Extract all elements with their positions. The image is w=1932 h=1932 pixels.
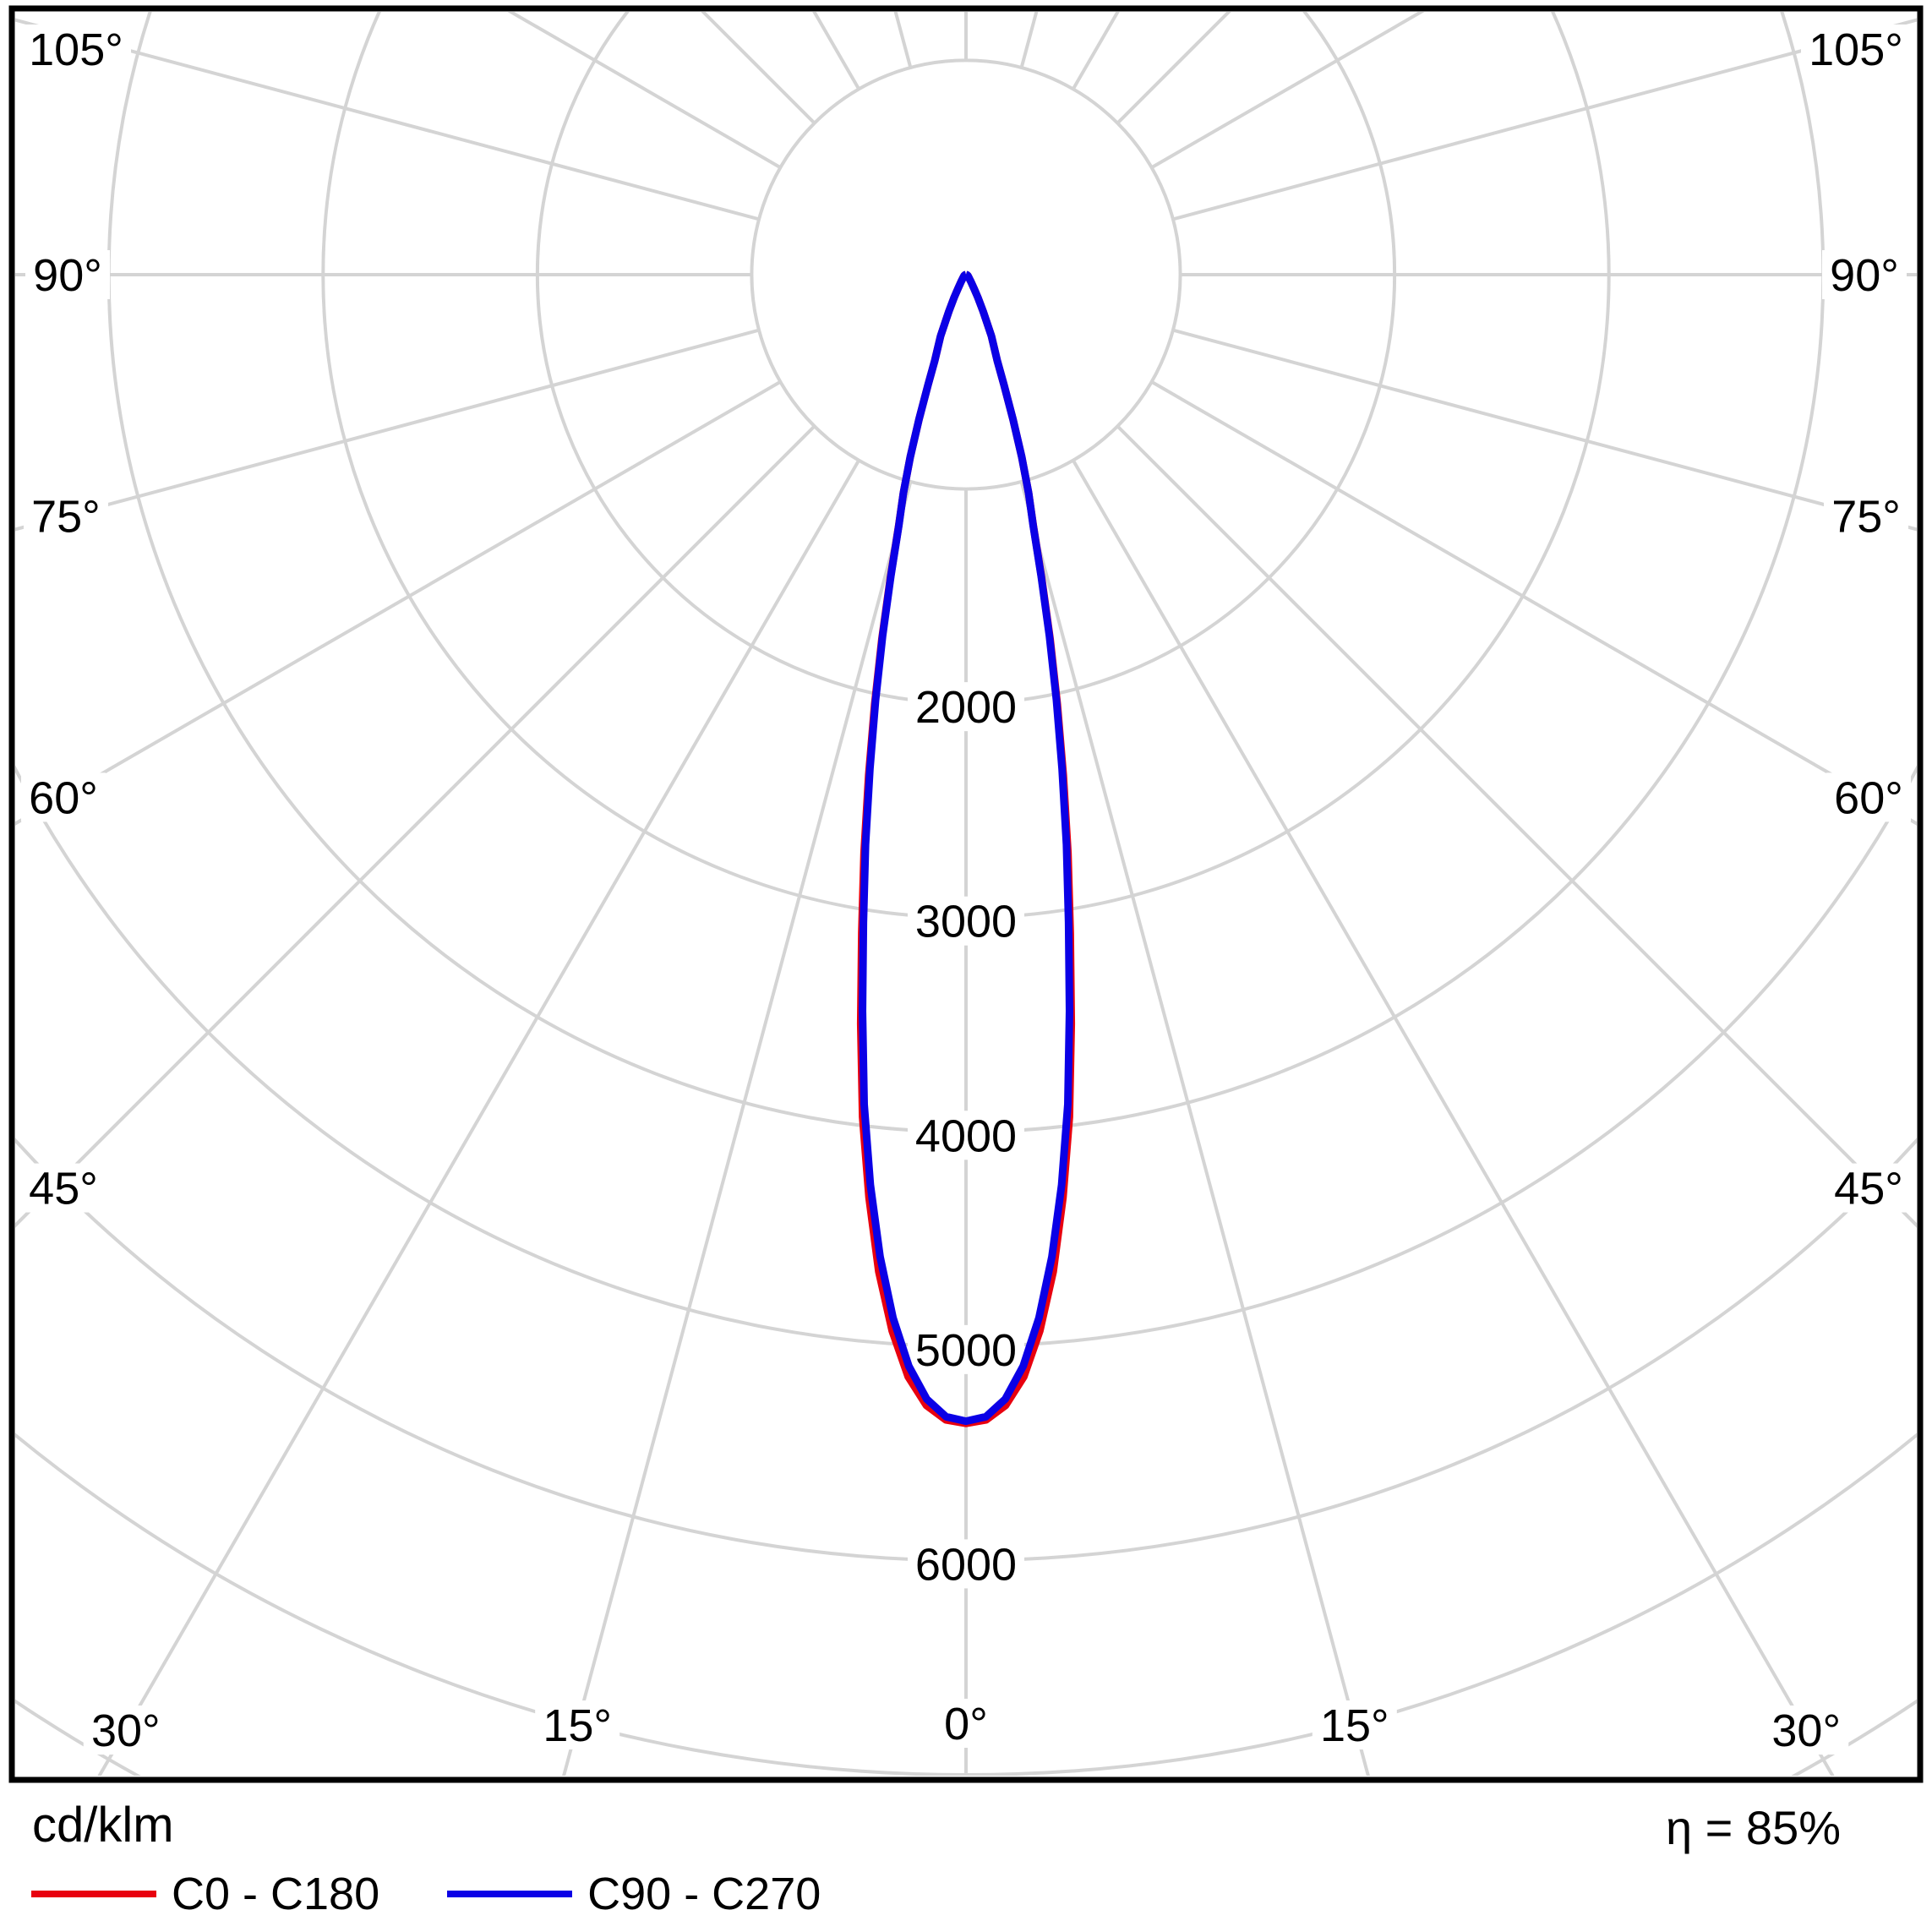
angle-gridline [97,459,860,1776]
angle-label-mask [936,1699,996,1748]
angle-label: 105° [29,25,123,75]
angle-label: 30° [91,1706,161,1756]
angle-label-mask [23,491,108,541]
angle-label: 75° [31,491,101,542]
angle-label-mask [1824,491,1909,541]
angle-label: 60° [1834,772,1903,823]
angle-label: 15° [1320,1700,1389,1751]
ring-label: 3000 [915,897,1017,947]
angle-gridline [1019,481,1370,1776]
legend-line-c90-c270 [447,1891,573,1897]
angle-label-mask [83,1706,168,1755]
legend-line-c0-c180 [31,1891,156,1897]
ring-label: 4000 [915,1111,1017,1161]
angle-label: 0° [944,1699,988,1749]
angle-label: 15° [543,1700,612,1751]
units-label: cd/klm [32,1798,174,1853]
angle-label-mask [1822,250,1907,299]
plot-border [8,5,1924,1783]
angle-gridline [1116,424,1917,1228]
ring-label: 5000 [915,1325,1017,1376]
angle-label-mask [21,25,131,74]
angle-label: 45° [29,1164,98,1214]
ring-label-mask [908,682,1024,732]
angle-label: 90° [1830,250,1899,301]
efficiency-label: η = 85% [1665,1801,1841,1854]
angle-gridline [562,481,913,1776]
angle-label-mask [1801,25,1911,74]
legend: C0 - C180 C90 - C270 [31,1868,821,1920]
angle-gridline [1172,328,1917,532]
angle-label: 30° [1771,1706,1841,1756]
angle-label: 90° [33,250,102,301]
ring-label-mask [908,896,1024,946]
angle-label-mask [1826,772,1911,822]
ring-label-mask [908,1111,1024,1160]
curve-c90-c270 [859,270,1073,1426]
ring-label: 6000 [915,1539,1017,1590]
angle-label-mask [21,772,106,822]
angle-label: 75° [1831,491,1901,542]
angle-gridline [1072,459,1835,1776]
angle-gridline [15,328,760,532]
angle-gridline [15,424,816,1228]
intensity-curves [856,270,1076,1427]
angle-gridline [1150,380,1917,826]
angle-gridline [1150,12,1425,169]
angle-gridline [1172,18,1917,221]
angle-gridline [15,380,782,826]
ring-label-mask [908,1539,1024,1589]
ring-label: 2000 [915,682,1017,733]
angle-gridline [507,12,782,169]
angle-label-mask [25,250,110,299]
ring-label-mask [908,1324,1024,1374]
angle-label-mask [535,1700,620,1750]
angle-gridline [15,18,760,221]
angle-label: 105° [1809,25,1903,75]
legend-label-c90-c270: C90 - C270 [587,1869,821,1919]
angle-label: 45° [1834,1164,1903,1214]
angle-label: 60° [29,772,98,823]
angle-label-mask [1764,1706,1849,1755]
axis-labels: 2000 3000 4000 5000 6000 0° 15° 15° 30° 30° 45° 45°… [21,25,1911,1756]
angle-label-mask [1312,1700,1397,1750]
angle-label-mask [1826,1163,1911,1213]
legend-label-c0-c180: C0 - C180 [172,1869,380,1919]
angle-label-mask [21,1163,106,1213]
